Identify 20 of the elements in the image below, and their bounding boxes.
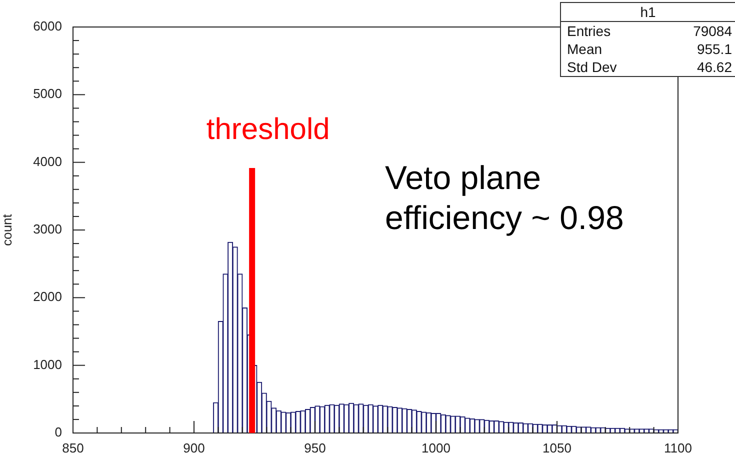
y-axis-title: count xyxy=(0,214,14,246)
text: Mean 955.1 xyxy=(567,41,732,57)
x-tick-label: 1100 xyxy=(664,440,692,454)
x-tick-label: 900 xyxy=(183,440,205,454)
y-tick-label: 0 xyxy=(54,424,62,440)
text: Entries 79084 xyxy=(567,23,732,39)
x-tick-label: 1050 xyxy=(542,440,572,454)
y-tick-label: 1000 xyxy=(33,356,62,372)
text: Std Dev 46.62 xyxy=(567,59,732,75)
annotation: Veto plane efficiency ~ 0.98 xyxy=(385,158,625,238)
y-tick-label: 2000 xyxy=(33,289,62,304)
y-tick-label: 3000 xyxy=(33,222,62,237)
ref-line-label: threshold xyxy=(206,113,330,146)
y-tick-label: 6000 xyxy=(33,18,62,34)
y-tick-label: 4000 xyxy=(33,154,62,169)
x-tick-label: 1000 xyxy=(422,440,450,454)
x-tick-label: 850 xyxy=(62,440,84,454)
text: h1 xyxy=(561,3,735,22)
x-tick-label: 950 xyxy=(304,440,326,454)
y-tick-label: 5000 xyxy=(33,86,62,102)
